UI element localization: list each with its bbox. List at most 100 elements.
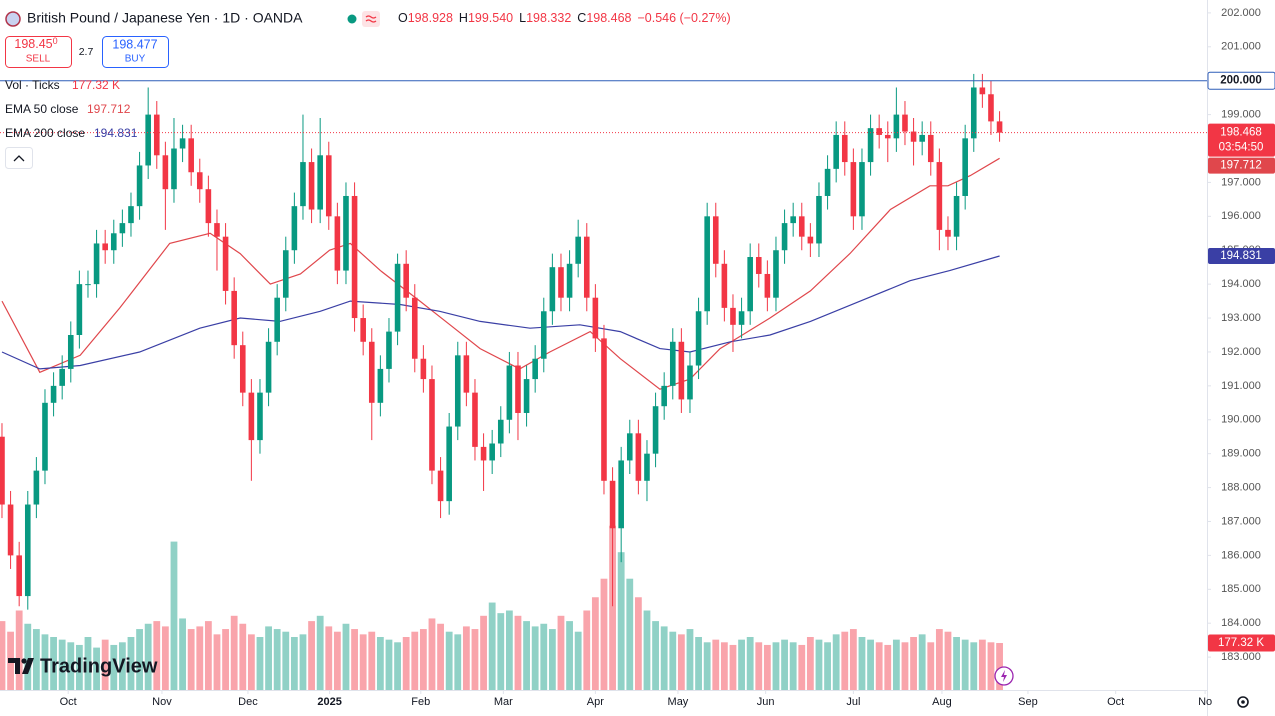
volume-bar xyxy=(961,639,969,690)
volume-bar xyxy=(798,644,806,690)
candle-body xyxy=(16,555,22,597)
volume-bar xyxy=(996,643,1003,690)
candle-body xyxy=(76,284,83,335)
candle-body xyxy=(549,267,556,312)
buy-button[interactable] xyxy=(102,36,169,68)
y-tick-label: 199.000 xyxy=(1221,109,1261,121)
candle-body xyxy=(575,236,581,264)
candle-body xyxy=(712,216,719,264)
candle-body xyxy=(196,172,203,190)
volume-bar xyxy=(376,637,384,690)
candle-body xyxy=(179,138,186,149)
sell-button[interactable] xyxy=(5,36,72,68)
logo: TradingView xyxy=(8,655,158,677)
settings-gear[interactable] xyxy=(1237,696,1249,708)
volume-bar xyxy=(230,615,238,690)
x-tick-label: No xyxy=(1198,696,1212,708)
candle-body xyxy=(472,392,478,447)
volume-bar xyxy=(935,629,943,690)
volume-bar xyxy=(746,637,754,690)
legend-ema200: EMA 200 close xyxy=(5,126,85,140)
logo-text: TradingView xyxy=(40,655,158,677)
candle-body xyxy=(841,134,848,163)
candle-body xyxy=(300,162,306,207)
candle-body xyxy=(7,504,14,556)
candle-body xyxy=(377,368,384,403)
candle-body xyxy=(764,273,771,298)
candle-body xyxy=(902,114,908,132)
volume-bar xyxy=(462,626,470,690)
volume-bar xyxy=(93,647,100,690)
volume-bar xyxy=(849,629,857,690)
volume-badge xyxy=(1208,634,1275,652)
volume-bar xyxy=(677,634,685,690)
spread: 2.7 xyxy=(79,46,94,58)
candle-body xyxy=(669,341,676,386)
candle-body xyxy=(884,134,891,139)
volume-bar xyxy=(0,621,6,690)
volume-bar xyxy=(127,637,135,690)
y-tick-label: 192.000 xyxy=(1221,346,1261,358)
volume-bar xyxy=(815,639,823,690)
volume-bar xyxy=(445,631,453,690)
candle-body xyxy=(876,128,882,135)
hline-badge-label: 200.000 xyxy=(1220,75,1262,87)
volume-bar xyxy=(867,639,874,690)
candle-body xyxy=(790,216,796,224)
candle-body xyxy=(850,162,857,217)
volume-bar xyxy=(488,602,496,690)
volume-bar xyxy=(755,642,763,690)
volume-bar xyxy=(196,626,204,690)
x-tick-label: May xyxy=(668,696,689,708)
candle-body xyxy=(325,155,332,217)
volume-bar xyxy=(566,621,573,690)
sell-price-main: 198.45 xyxy=(14,37,52,51)
candle-body xyxy=(489,443,495,461)
volume-bar xyxy=(15,610,23,690)
candle-body xyxy=(601,338,607,481)
candle-body xyxy=(394,263,401,332)
y-tick-label: 189.000 xyxy=(1221,448,1261,460)
ohlc-key: C xyxy=(577,11,586,25)
replay-icon[interactable] xyxy=(994,666,1014,686)
indicator-icon xyxy=(365,15,377,23)
volume-bar xyxy=(428,618,436,690)
volume-bar xyxy=(927,642,935,690)
market-status[interactable] xyxy=(347,14,357,24)
candle-body xyxy=(747,257,753,312)
volume-bar xyxy=(136,629,143,690)
sell-label: SELL xyxy=(26,54,51,65)
candle-body xyxy=(678,341,685,400)
volume-bar xyxy=(523,621,530,690)
volume-bar xyxy=(944,631,952,690)
y-tick-label: 193.000 xyxy=(1221,312,1261,324)
volume-bar xyxy=(67,642,75,690)
logo-mark xyxy=(8,658,34,674)
ohlc-key: L xyxy=(519,11,526,25)
candle-body xyxy=(540,311,547,359)
plot-area xyxy=(0,73,1207,690)
last-price-label: 198.468 xyxy=(1220,127,1262,139)
last-price-badge xyxy=(1208,123,1275,157)
collapse-button[interactable] xyxy=(5,147,33,169)
volume-bar xyxy=(892,639,900,690)
legend-ema50: EMA 50 close xyxy=(5,102,79,116)
candle-body xyxy=(274,297,280,342)
candle-body xyxy=(205,189,212,224)
volume-bar xyxy=(256,637,264,690)
settings[interactable] xyxy=(1237,696,1249,708)
ema-line xyxy=(1,255,1000,370)
candle-body xyxy=(171,148,177,190)
replay-bolt xyxy=(1001,670,1007,682)
candle-body xyxy=(239,345,246,393)
indicator-badge[interactable] xyxy=(362,11,380,27)
x-tick-label: Sep xyxy=(1018,696,1038,708)
candle-body xyxy=(558,267,564,298)
volume-bar xyxy=(359,634,367,690)
y-tick-label: 191.000 xyxy=(1221,380,1261,392)
y-tick-label: 196.000 xyxy=(1221,210,1261,222)
volume-bar xyxy=(437,623,444,690)
candle-body xyxy=(360,318,366,342)
volume-bar xyxy=(179,618,186,690)
candle-body xyxy=(945,229,951,237)
